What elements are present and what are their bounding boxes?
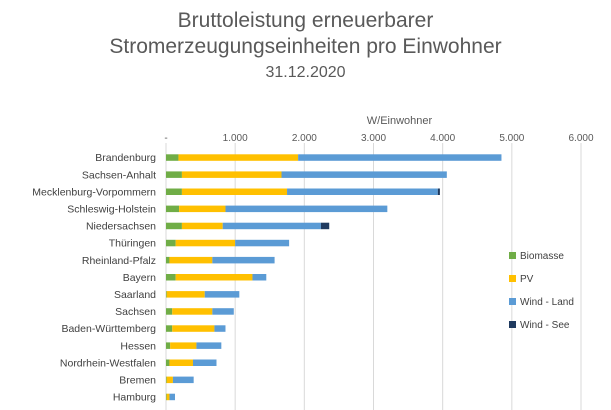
legend-entry: Wind - See xyxy=(520,320,570,331)
chart-title-line-2: Stromerzeugungseinheiten pro Einwohner xyxy=(109,35,502,58)
category-label: Baden-Württemberg xyxy=(61,323,156,335)
bar-segment xyxy=(214,325,226,332)
bar-segment xyxy=(166,376,167,384)
bar-segment xyxy=(281,171,447,178)
x-axis-label: W/Einwohner xyxy=(367,115,433,127)
bar-segment xyxy=(320,222,330,230)
bar-segment xyxy=(178,154,299,161)
bar-segment xyxy=(437,188,440,195)
legend-swatch xyxy=(509,321,516,328)
chart-title-block: Bruttoleistung erneuerbarer Stromerzeugu… xyxy=(0,8,611,84)
legend-entry: Wind - Land xyxy=(520,297,574,308)
x-tick-labels: - 1.000 2.000 3.000 4.000 5.000 6.000 xyxy=(164,133,594,144)
bar-segment xyxy=(170,342,197,349)
x-tick-label: 3.000 xyxy=(361,133,386,144)
x-tick-label: 6.000 xyxy=(568,133,593,144)
bar-segment xyxy=(181,171,282,178)
legend-swatch xyxy=(509,252,516,259)
bar-segment xyxy=(181,222,223,230)
category-label: Rheinland-Pfalz xyxy=(82,255,156,267)
bar-segment xyxy=(196,342,222,349)
category-labels: Brandenburg Sachsen-Anhalt Mecklenburg-Vor… xyxy=(32,152,156,410)
legend-swatch xyxy=(509,275,516,282)
bars xyxy=(166,154,502,401)
bar-segment xyxy=(166,256,170,264)
category-label: Mecklenburg-Vorpommern xyxy=(32,186,156,198)
category-label: Bayern xyxy=(123,272,156,284)
bar-segment xyxy=(166,376,173,384)
bar-segment xyxy=(298,154,502,161)
bar-segment xyxy=(235,239,290,247)
category-label: Hamburg xyxy=(113,392,156,404)
bar-segment xyxy=(204,291,240,298)
bar-segment xyxy=(166,274,176,281)
category-label: Niedersachsen xyxy=(86,221,156,233)
bar-segment xyxy=(222,222,321,230)
category-label: Brandenburg xyxy=(95,152,156,164)
x-tick-label: 2.000 xyxy=(292,133,317,144)
legend-entry: Biomasse xyxy=(520,251,564,262)
category-label: Sachsen xyxy=(115,306,156,318)
bar-segment xyxy=(166,239,176,247)
bar-segment xyxy=(166,291,167,298)
bar-segment xyxy=(169,256,213,264)
bar-segment xyxy=(166,154,179,161)
bar-segment xyxy=(172,308,213,315)
bar-segment xyxy=(169,359,193,366)
bar-segment xyxy=(166,222,182,230)
category-label: Hessen xyxy=(120,340,156,352)
bar-segment xyxy=(212,256,275,264)
bar-segment xyxy=(212,308,234,315)
bar-segment xyxy=(166,205,180,213)
bar-segment xyxy=(172,325,215,332)
bar-segment xyxy=(169,393,175,401)
bar-segment xyxy=(225,205,388,213)
x-tick-label: 1.000 xyxy=(223,133,248,144)
bar-segment xyxy=(166,342,171,349)
legend-entry: PV xyxy=(520,274,534,285)
category-label: Schleswig-Holstein xyxy=(67,203,156,215)
bar-segment xyxy=(172,376,194,384)
x-tick-label: 5.000 xyxy=(499,133,524,144)
legend-swatch xyxy=(509,298,516,305)
category-label: Bremen xyxy=(119,374,156,386)
bar-segment xyxy=(166,188,182,195)
category-label: Saarland xyxy=(114,289,156,301)
chart-title-line-1: Bruttoleistung erneuerbarer xyxy=(177,9,434,32)
bar-segment xyxy=(166,171,182,178)
bar-segment xyxy=(192,359,217,366)
x-tick-label: - xyxy=(164,133,167,144)
bar-segment xyxy=(166,393,170,401)
bar-segment xyxy=(181,188,288,195)
bar-segment xyxy=(166,393,167,401)
bar-segment xyxy=(166,359,170,366)
chart-subtitle: 31.12.2020 xyxy=(265,64,346,81)
legend: Biomasse PV Wind - Land Wind - See xyxy=(509,251,574,331)
bar-segment xyxy=(175,274,253,281)
bar-segment xyxy=(166,291,205,298)
x-tick-label: 4.000 xyxy=(430,133,455,144)
bar-segment xyxy=(175,239,236,247)
category-label: Nordrhein-Westfalen xyxy=(60,357,156,369)
category-label: Sachsen-Anhalt xyxy=(82,169,156,181)
category-label: Berlin xyxy=(129,409,156,410)
bar-segment xyxy=(252,274,267,281)
bar-segment xyxy=(179,205,226,213)
bar-segment xyxy=(166,308,173,315)
category-label: Thüringen xyxy=(109,238,156,250)
bar-segment xyxy=(166,325,173,332)
bar-segment xyxy=(287,188,438,195)
